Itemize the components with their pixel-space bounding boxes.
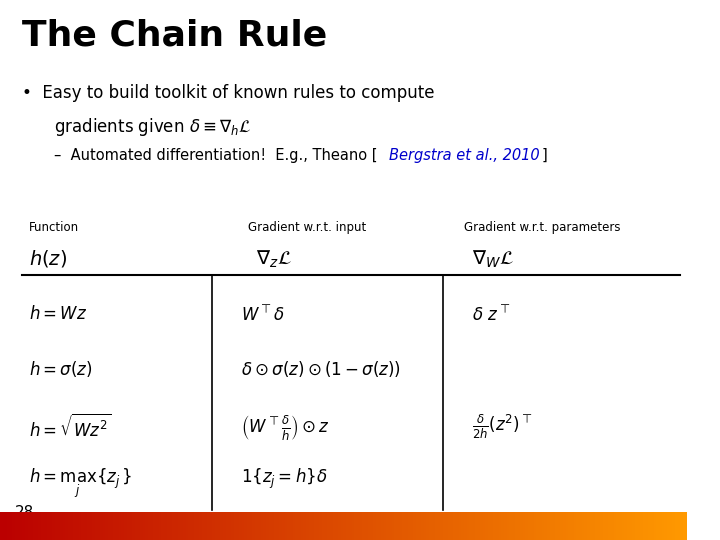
Text: $\left(W^\top \frac{\delta}{h}\right) \odot z$: $\left(W^\top \frac{\delta}{h}\right) \o… bbox=[241, 413, 330, 442]
Text: $\nabla_W \mathcal{L}$: $\nabla_W \mathcal{L}$ bbox=[472, 248, 513, 269]
Text: $h = \sigma(z)$: $h = \sigma(z)$ bbox=[29, 359, 93, 379]
Text: Bergstra et al., 2010: Bergstra et al., 2010 bbox=[389, 148, 539, 163]
Text: $\frac{\delta}{2h}(z^2)^\top$: $\frac{\delta}{2h}(z^2)^\top$ bbox=[472, 413, 533, 441]
Text: The Chain Rule: The Chain Rule bbox=[22, 19, 327, 53]
Text: $\delta \ z^\top$: $\delta \ z^\top$ bbox=[472, 305, 510, 325]
Text: $h = \sqrt{Wz^2}$: $h = \sqrt{Wz^2}$ bbox=[29, 413, 111, 441]
Text: Gradient w.r.t. parameters: Gradient w.r.t. parameters bbox=[464, 221, 621, 234]
Text: Function: Function bbox=[29, 221, 79, 234]
Text: $\nabla_z \mathcal{L}$: $\nabla_z \mathcal{L}$ bbox=[256, 248, 292, 269]
Text: Gradient w.r.t. input: Gradient w.r.t. input bbox=[248, 221, 366, 234]
Text: $\delta \odot \sigma(z) \odot (1-\sigma(z))$: $\delta \odot \sigma(z) \odot (1-\sigma(… bbox=[241, 359, 401, 379]
Text: gradients given $\delta \equiv \nabla_h \mathcal{L}$: gradients given $\delta \equiv \nabla_h … bbox=[54, 116, 252, 138]
Text: $h(z)$: $h(z)$ bbox=[29, 248, 67, 269]
Text: $h = Wz$: $h = Wz$ bbox=[29, 305, 87, 323]
Text: $W^\top \delta$: $W^\top \delta$ bbox=[241, 305, 285, 325]
Text: ]: ] bbox=[541, 148, 547, 163]
Text: $h = \max_j\{z_j\}$: $h = \max_j\{z_j\}$ bbox=[29, 467, 132, 501]
Text: $1\{z_j = h\}\delta$: $1\{z_j = h\}\delta$ bbox=[241, 467, 328, 491]
Text: 28: 28 bbox=[14, 505, 34, 520]
Text: •  Easy to build toolkit of known rules to compute: • Easy to build toolkit of known rules t… bbox=[22, 84, 434, 102]
Text: –  Automated differentiation!  E.g., Theano [: – Automated differentiation! E.g., Thean… bbox=[54, 148, 377, 163]
